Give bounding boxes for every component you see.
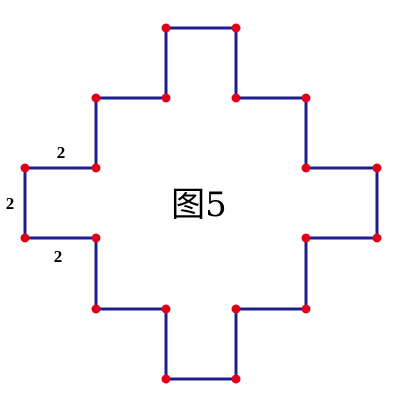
vertex-point bbox=[20, 233, 30, 243]
vertex-point bbox=[231, 374, 241, 384]
vertex-point bbox=[20, 163, 30, 173]
vertex-point bbox=[301, 163, 311, 173]
figure-caption: 图5 bbox=[171, 185, 227, 225]
vertex-point bbox=[161, 304, 171, 314]
vertex-point bbox=[91, 93, 101, 103]
vertex-point bbox=[301, 93, 311, 103]
vertex-point bbox=[91, 304, 101, 314]
edge-label-top-left: 2 bbox=[57, 143, 66, 162]
vertex-point bbox=[91, 163, 101, 173]
edge-label-bottom-left: 2 bbox=[54, 247, 63, 266]
edge-label-left: 2 bbox=[6, 194, 15, 213]
vertex-point bbox=[161, 374, 171, 384]
vertex-point bbox=[372, 233, 382, 243]
vertex-point bbox=[161, 23, 171, 33]
vertex-point bbox=[91, 233, 101, 243]
vertex-point bbox=[231, 93, 241, 103]
vertex-point bbox=[161, 93, 171, 103]
vertex-point bbox=[301, 304, 311, 314]
vertex-point bbox=[301, 233, 311, 243]
vertex-point bbox=[231, 304, 241, 314]
vertex-point bbox=[372, 163, 382, 173]
vertex-point bbox=[231, 23, 241, 33]
vertex-group bbox=[20, 23, 382, 384]
